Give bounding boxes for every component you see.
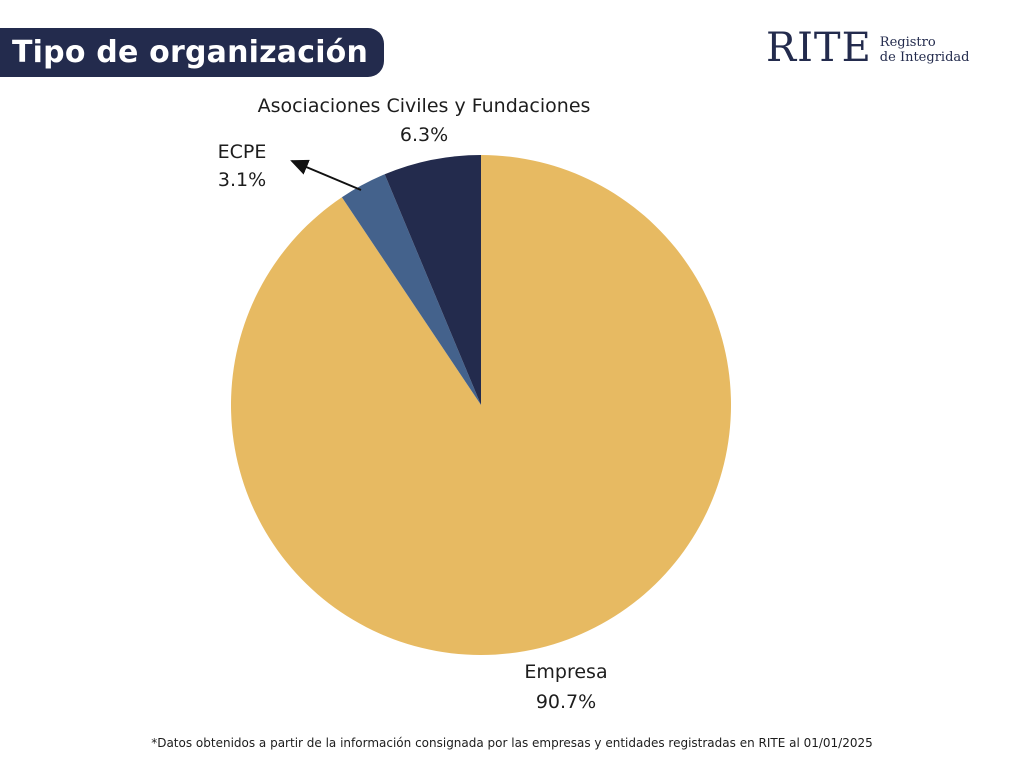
rite-logo: RITE Registro de Integridad xyxy=(766,26,969,70)
logo-subtitle-line-1: Registro xyxy=(879,35,936,50)
pie-slice-ecpe xyxy=(341,174,481,405)
page-title: Tipo de organización xyxy=(12,35,369,70)
logo-wordmark: RITE xyxy=(766,25,872,71)
slice-label-ecpe: ECPE xyxy=(218,141,267,163)
logo-subtitle: Registro de Integridad xyxy=(880,31,970,65)
ecpe-leader-arrow xyxy=(290,159,362,191)
slice-value-ecpe: 3.1% xyxy=(218,169,266,191)
slice-value-empresa: 90.7% xyxy=(536,691,596,713)
slice-label-empresa: Empresa xyxy=(524,661,607,683)
title-banner: Tipo de organización xyxy=(0,28,385,77)
pie-slice-asociaciones-civiles-y-fundaciones xyxy=(384,155,481,405)
slice-label-asociaciones-civiles-y-fundaciones: Asociaciones Civiles y Fundaciones xyxy=(258,95,591,117)
footnote: *Datos obtenidos a partir de la informac… xyxy=(151,736,873,750)
pie-slice-empresa xyxy=(230,155,731,655)
logo-subtitle-line-2: de Integridad xyxy=(879,50,970,65)
slice-value-asociaciones-civiles-y-fundaciones: 6.3% xyxy=(400,124,448,146)
